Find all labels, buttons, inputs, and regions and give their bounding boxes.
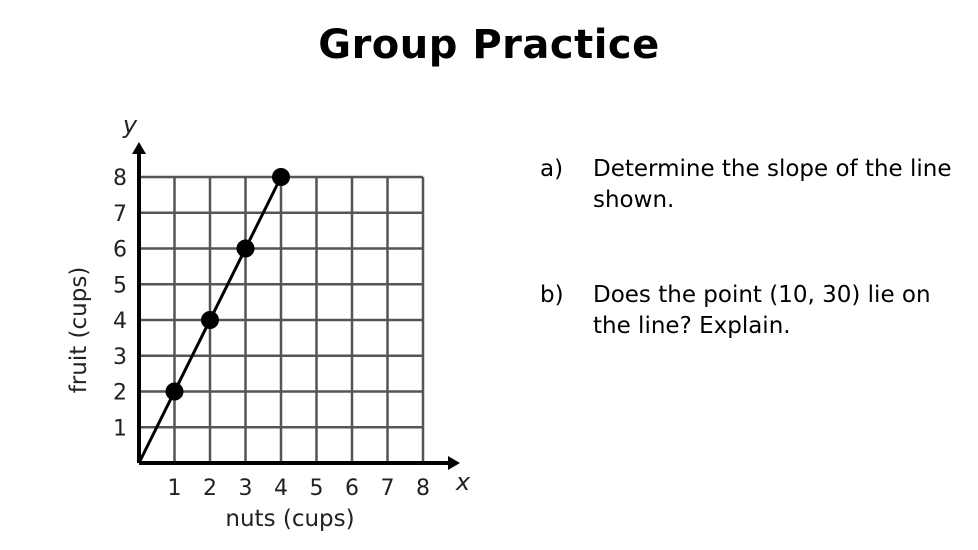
y-tick-label: 5	[113, 273, 127, 298]
y-variable-label: y	[122, 111, 138, 139]
y-tick-label: 6	[113, 238, 127, 263]
data-point	[201, 311, 219, 329]
x-tick-label: 1	[168, 476, 182, 501]
y-tick-label: 1	[113, 416, 127, 441]
x-tick-label: 6	[345, 476, 359, 501]
y-tick-label: 8	[113, 166, 127, 191]
question-b-text: Does the point (10, 30) lie on the line?…	[593, 282, 931, 339]
y-axis-label: fruit (cups)	[66, 267, 92, 394]
x-axis-arrow-icon	[448, 456, 460, 470]
question-a-label: a)	[540, 156, 564, 182]
slide-title: Group Practice	[318, 22, 660, 68]
y-tick-label: 7	[113, 202, 127, 227]
x-tick-label: 2	[203, 476, 217, 501]
data-point	[272, 168, 290, 186]
x-tick-label: 3	[239, 476, 253, 501]
x-tick-label: 7	[381, 476, 395, 501]
question-b-label: b)	[540, 282, 564, 308]
x-tick-label: 8	[416, 476, 430, 501]
x-axis-label: nuts (cups)	[225, 506, 354, 532]
y-tick-label: 3	[113, 345, 127, 370]
x-tick-label: 5	[310, 476, 324, 501]
data-point	[236, 239, 255, 258]
axes	[132, 142, 460, 470]
y-tick-label: 4	[113, 309, 127, 334]
marks	[137, 168, 290, 464]
x-tick-label: 4	[274, 476, 288, 501]
question-a-text: Determine the slope of the line shown.	[593, 156, 952, 213]
y-axis-arrow-icon	[132, 142, 146, 154]
grid	[139, 175, 425, 463]
x-variable-label: x	[455, 468, 471, 496]
data-point	[165, 382, 184, 401]
y-tick-label: 2	[113, 381, 127, 406]
